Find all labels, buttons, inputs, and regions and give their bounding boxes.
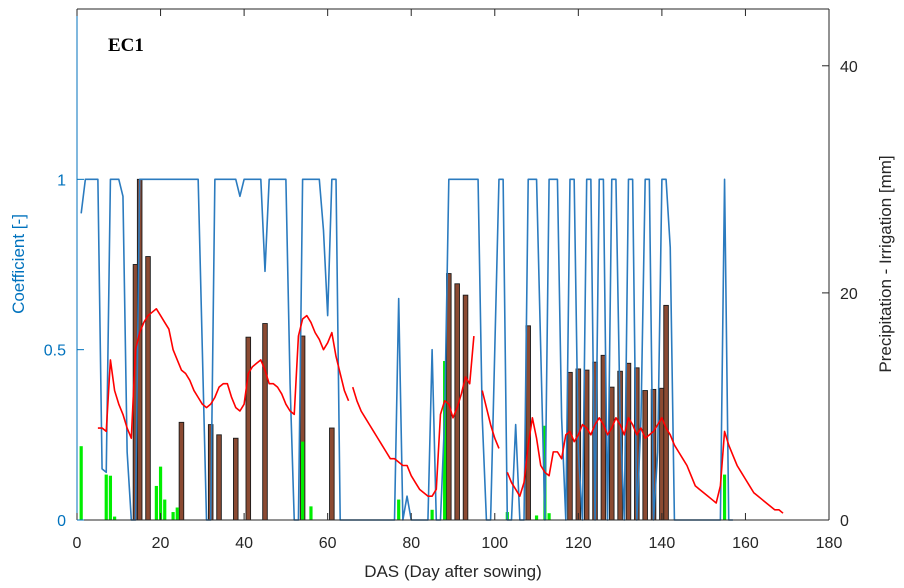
precipitation-bar <box>609 386 615 521</box>
ticks-layer: 0 20 40 60 80 100 120 140 160 180 0 0.5 1 0 20 40 <box>44 9 858 552</box>
precipitation-bar <box>567 371 573 521</box>
irrigation-bar <box>443 361 447 520</box>
precipitation-bar <box>600 354 607 521</box>
y-axis-label-right: Precipitation - Irrigation [mm] <box>876 155 895 372</box>
precipitation-bar <box>145 256 151 521</box>
coefficient-line-red <box>351 335 475 497</box>
irrigation-bar <box>104 474 108 520</box>
precipitation-bar <box>642 390 648 521</box>
irrigation-bar <box>108 475 113 520</box>
precipitation-bar <box>462 294 469 521</box>
x-tick-label: 160 <box>732 535 759 552</box>
plot-area <box>77 9 829 520</box>
precipitation-bar <box>178 421 185 521</box>
precipitation-bar <box>216 434 222 521</box>
irrigation-bar <box>175 507 179 520</box>
x-tick-label: 180 <box>816 535 843 552</box>
axes-layer <box>76 8 830 521</box>
precipitation-bar <box>262 323 268 521</box>
irrigation-bar <box>154 485 158 520</box>
irrigation-bar <box>171 512 175 520</box>
coefficient-line-red <box>481 390 500 449</box>
x-axis-label: DAS (Day after sowing) <box>364 562 542 581</box>
precipitation-bar <box>625 362 632 521</box>
irrigation-bar <box>163 499 167 520</box>
irrigation-bar <box>158 466 163 520</box>
irrigation-bar <box>301 441 305 520</box>
coefficient-line-red <box>97 307 350 440</box>
x-tick-label: 60 <box>319 535 337 552</box>
irrigation-bar <box>547 513 551 520</box>
irrigation-bar <box>397 499 401 520</box>
plot-background <box>77 9 829 520</box>
y-tick-label-left: 0.5 <box>44 343 66 360</box>
y-tick-label-right: 40 <box>840 59 858 76</box>
x-tick-label: 80 <box>402 535 420 552</box>
x-tick-label: 0 <box>73 535 82 552</box>
precipitation-bar <box>663 304 669 521</box>
irrigation-bar <box>430 509 434 520</box>
precipitation-bar <box>583 369 590 521</box>
irrigation-bar <box>534 515 539 520</box>
irrigation-bar <box>79 446 83 520</box>
x-tick-label: 120 <box>565 535 592 552</box>
x-tick-label: 40 <box>235 535 253 552</box>
precipitation-bar <box>329 427 335 521</box>
y-axis-label-left: Coefficient [-] <box>9 214 28 314</box>
y-tick-label-right: 20 <box>840 286 858 303</box>
precipitation-bar <box>245 336 252 521</box>
coefficient-line-red <box>506 417 784 514</box>
y-tick-label-right: 0 <box>840 513 849 530</box>
panel-label: EC1 <box>108 35 144 56</box>
x-tick-label: 140 <box>649 535 676 552</box>
y-tick-label-left: 0 <box>57 513 66 530</box>
x-tick-label: 100 <box>481 535 508 552</box>
x-tick-label: 20 <box>152 535 170 552</box>
irrigation-bar <box>722 474 727 520</box>
irrigation-bar <box>113 516 117 520</box>
irrigation-bar <box>309 506 313 520</box>
y-tick-label-left: 1 <box>57 172 66 189</box>
precipitation-bar <box>233 437 239 521</box>
